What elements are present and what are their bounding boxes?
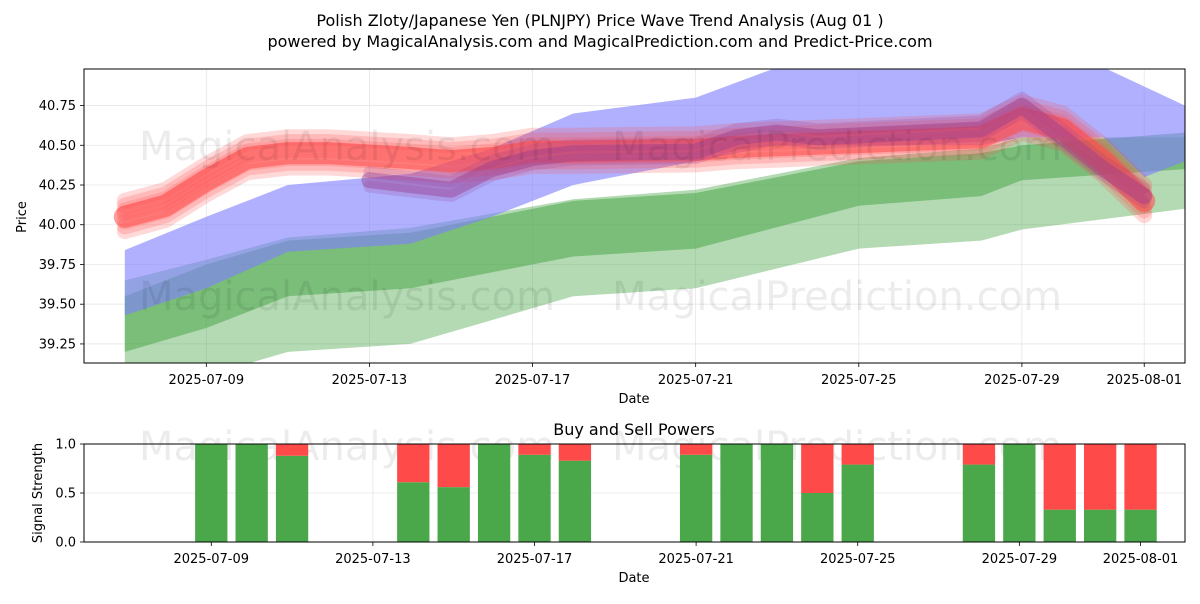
power-x-axis-label: Date	[618, 571, 649, 586]
price-y-tick-label: 39.75	[39, 258, 76, 273]
purple-wave-line	[363, 91, 1151, 195]
price-x-axis: 2025-07-09 2025-07-13 2025-07-17 2025-07-21…	[169, 363, 1182, 388]
buy-power-bar	[720, 444, 753, 542]
buy-power-bar	[841, 464, 874, 542]
price-y-tick-label: 40.50	[39, 139, 76, 154]
buy-power-bar	[962, 464, 996, 542]
watermark-analysis-bottom: MagicalAnalysis.com	[139, 274, 555, 320]
red-wave-line	[116, 103, 1153, 219]
buy-power-bar	[1124, 509, 1157, 542]
price-x-axis-label: Date	[618, 392, 649, 407]
price-chart: MagicalAnalysis.com MagicalPrediction.co…	[15, 68, 1186, 407]
buy-power-bar	[1003, 444, 1036, 542]
buy-power-bar	[235, 444, 268, 542]
figure-subtitle: powered by MagicalAnalysis.com and Magic…	[267, 32, 932, 51]
price-y-tick-label: 40.00	[39, 218, 76, 233]
sell-power-bar	[558, 444, 592, 461]
red-wave-line	[116, 94, 1153, 209]
buy-power-bar	[679, 454, 713, 542]
price-chart-bands	[113, 69, 1185, 363]
power-chart-title: Buy and Sell Powers	[553, 420, 715, 439]
buy-power-bar	[1083, 509, 1117, 542]
power-y-axis-label: Signal Strength	[31, 443, 46, 543]
purple-wave-line	[361, 97, 1153, 205]
power-x-axis: 2025-07-09 2025-07-13 2025-07-17 2025-07-21…	[173, 542, 1178, 567]
watermark-prediction-top: MagicalPrediction.com	[612, 124, 1062, 170]
sell-power-bar	[1124, 444, 1157, 510]
buy-power-bar	[518, 454, 551, 542]
buy-power-bar	[801, 493, 834, 542]
price-y-tick-label: 39.25	[39, 337, 76, 352]
price-y-tick-label: 40.75	[39, 99, 76, 114]
price-y-tick-label: 39.50	[39, 298, 76, 313]
price-y-axis-label: Price	[15, 201, 30, 233]
buy-power-bar	[397, 482, 430, 542]
sell-power-bar	[841, 444, 874, 465]
watermark-prediction-bottom: MagicalPrediction.com	[612, 274, 1062, 320]
purple-wave-line	[363, 105, 1151, 209]
price-x-tick-label: 2025-07-09	[169, 373, 245, 388]
sell-power-bar	[275, 444, 309, 456]
price-x-tick-label: 2025-08-01	[1106, 373, 1182, 388]
figure-title: Polish Zloty/Japanese Yen (PLNJPY) Price…	[316, 11, 883, 30]
sell-power-bar	[1043, 444, 1076, 510]
green-inner-band	[124, 132, 1185, 352]
power-x-tick-label: 2025-07-29	[982, 552, 1058, 567]
price-x-tick-label: 2025-07-25	[821, 373, 897, 388]
power-y-tick-label: 0.5	[55, 487, 76, 502]
power-x-tick-label: 2025-08-01	[1103, 552, 1179, 567]
red-wave-line	[113, 107, 1156, 228]
power-chart-bars	[195, 444, 1157, 542]
buy-power-bar	[275, 455, 309, 542]
power-y-tick-label: 0.0	[55, 536, 76, 551]
sell-power-bar	[437, 444, 470, 488]
price-y-tick-label: 40.25	[39, 179, 76, 194]
power-chart: Buy and Sell Powers MagicalAnalysis.com …	[31, 420, 1186, 586]
buy-power-bar	[477, 444, 511, 542]
sell-power-bar	[801, 444, 834, 493]
power-x-tick-label: 2025-07-13	[335, 552, 411, 567]
power-x-tick-label: 2025-07-21	[658, 552, 734, 567]
red-wave-line	[116, 99, 1153, 214]
power-y-axis: 0.0 0.5 1.0	[55, 438, 84, 551]
price-x-tick-label: 2025-07-13	[332, 373, 408, 388]
sell-power-bar	[962, 444, 996, 465]
sell-power-bar	[679, 444, 713, 455]
price-x-tick-label: 2025-07-17	[495, 373, 571, 388]
price-chart-watermarks: MagicalAnalysis.com MagicalPrediction.co…	[139, 124, 1062, 320]
price-y-axis: 39.25 39.50 39.75 40.00 40.25 40.50 40.75	[39, 99, 84, 352]
buy-power-bar	[558, 460, 592, 542]
price-chart-frame	[83, 68, 1186, 364]
power-x-tick-label: 2025-07-17	[497, 552, 573, 567]
power-y-tick-label: 1.0	[55, 438, 76, 453]
red-wave-line	[116, 107, 1153, 222]
watermark-analysis-top: MagicalAnalysis.com	[139, 124, 555, 170]
buy-power-bar	[437, 487, 470, 542]
price-x-tick-label: 2025-07-29	[984, 373, 1060, 388]
power-x-tick-label: 2025-07-09	[173, 552, 249, 567]
price-x-tick-label: 2025-07-21	[658, 373, 734, 388]
buy-power-bar	[760, 444, 794, 542]
sell-power-bar	[518, 444, 551, 455]
red-wave-line	[116, 124, 1153, 240]
buy-power-bar	[195, 444, 228, 542]
power-x-tick-label: 2025-07-25	[820, 552, 896, 567]
sell-power-bar	[397, 444, 430, 483]
buy-power-bar	[1043, 509, 1076, 542]
sell-power-bar	[1083, 444, 1117, 510]
